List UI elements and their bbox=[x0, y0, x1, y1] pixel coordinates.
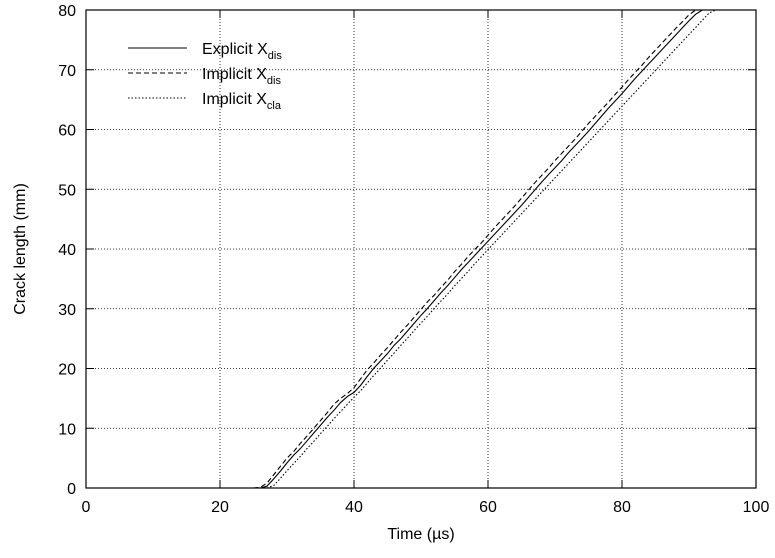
axis-ticks: 0 20 40 60 80 100 0 10 20 30 40 50 60 70 80 bbox=[58, 3, 769, 516]
y-tick-label: 70 bbox=[58, 63, 76, 80]
legend-label-main: Explicit X bbox=[202, 41, 268, 58]
x-tick-label: 40 bbox=[345, 499, 363, 516]
x-axis-label: Time (µs) bbox=[387, 526, 454, 543]
x-tick-label: 20 bbox=[211, 499, 229, 516]
legend-label-0: Explicit Xdis bbox=[202, 41, 282, 62]
legend-label-subscript: cla bbox=[267, 100, 282, 112]
y-tick-label: 40 bbox=[58, 242, 76, 259]
y-tick-label: 80 bbox=[58, 3, 76, 20]
x-tick-label: 0 bbox=[82, 499, 91, 516]
x-tick-label: 100 bbox=[743, 499, 770, 516]
y-tick-label: 50 bbox=[58, 182, 76, 199]
series-line-1 bbox=[253, 10, 710, 488]
legend-label-subscript: dis bbox=[267, 75, 282, 87]
legend-label-main: Implicit X bbox=[202, 66, 267, 83]
series-line-2 bbox=[266, 10, 717, 488]
y-tick-label: 30 bbox=[58, 302, 76, 319]
legend-label-1: Implicit Xdis bbox=[202, 66, 281, 87]
grid-lines bbox=[86, 10, 756, 488]
x-tick-label: 80 bbox=[613, 499, 631, 516]
y-tick-label: 10 bbox=[58, 421, 76, 438]
legend-label-2: Implicit Xcla bbox=[202, 91, 282, 112]
y-tick-label: 20 bbox=[58, 362, 76, 379]
y-tick-label: 60 bbox=[58, 123, 76, 140]
y-tick-label: 0 bbox=[67, 481, 76, 498]
legend-label-subscript: dis bbox=[268, 50, 283, 62]
x-tick-label: 60 bbox=[479, 499, 497, 516]
legend-label-main: Implicit X bbox=[202, 91, 267, 108]
series-group bbox=[253, 10, 717, 488]
series-line-0 bbox=[260, 10, 710, 488]
plot-frame bbox=[85, 9, 757, 489]
y-axis-label: Crack length (mm) bbox=[12, 183, 29, 315]
